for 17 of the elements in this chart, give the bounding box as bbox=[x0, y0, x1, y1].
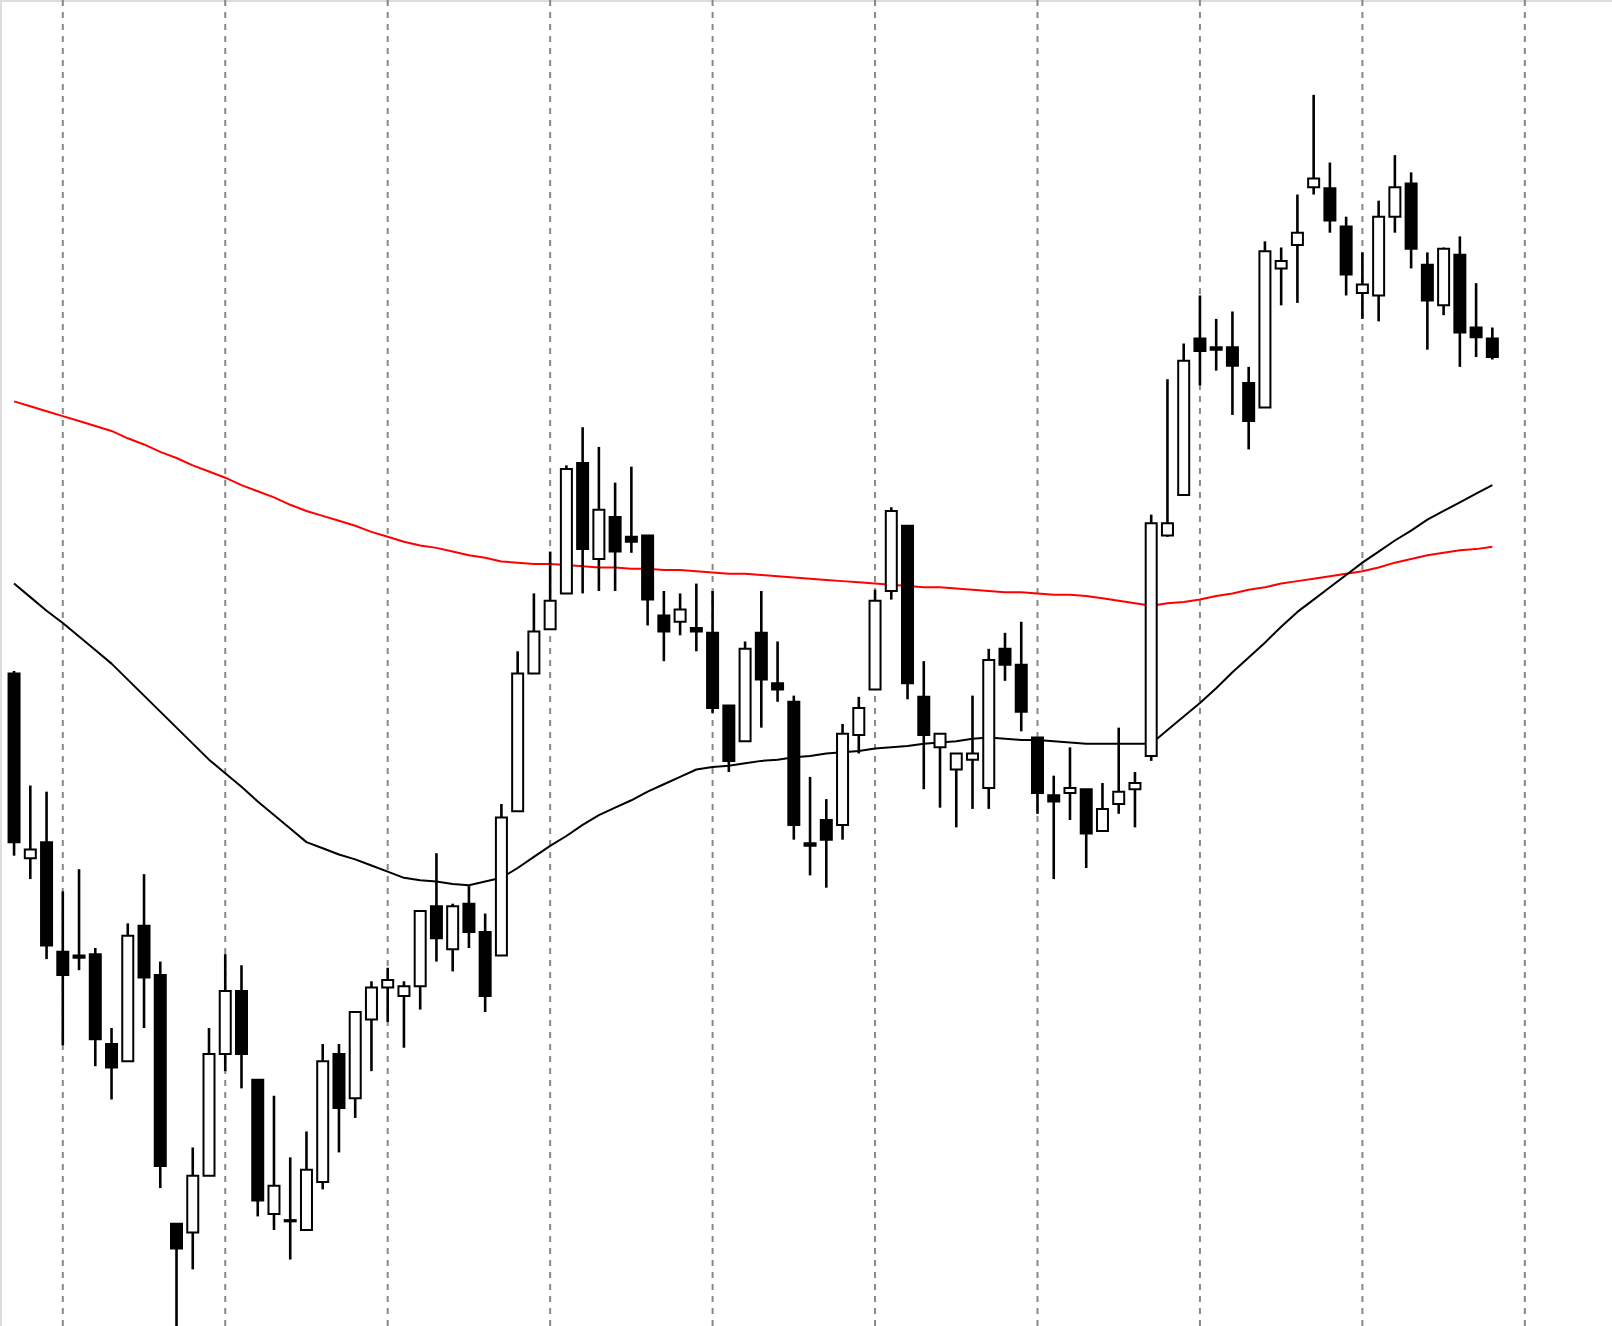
candlestick bbox=[56, 890, 70, 1047]
candlestick bbox=[1290, 193, 1304, 305]
candlestick bbox=[1112, 726, 1126, 816]
candlestick bbox=[1128, 770, 1142, 829]
candlestick bbox=[1063, 746, 1077, 822]
candlestick bbox=[1485, 326, 1499, 361]
candlestick bbox=[1469, 281, 1483, 359]
candlestick bbox=[657, 589, 671, 663]
candlestick bbox=[1193, 294, 1207, 387]
candlestick bbox=[1047, 774, 1061, 881]
candlestick bbox=[673, 592, 687, 637]
candlestick bbox=[543, 550, 557, 631]
candlestick bbox=[933, 732, 947, 809]
candlestick bbox=[1274, 246, 1288, 307]
candlestick bbox=[803, 775, 817, 877]
candlestick bbox=[917, 659, 931, 791]
candlestick bbox=[771, 640, 785, 704]
